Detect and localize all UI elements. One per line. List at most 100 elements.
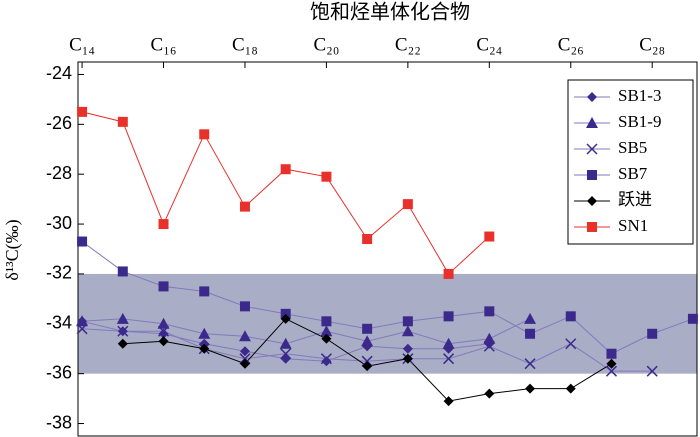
marker: [443, 353, 455, 365]
marker: [402, 353, 413, 364]
marker: [484, 231, 495, 242]
marker: [361, 335, 374, 347]
marker: [606, 348, 617, 359]
marker: [525, 383, 536, 394]
series-line: [82, 318, 531, 345]
marker: [77, 106, 88, 117]
marker: [117, 325, 129, 337]
marker: [117, 338, 128, 349]
marker: [199, 129, 210, 140]
legend-label: 跃进: [618, 190, 652, 209]
marker: [280, 164, 291, 175]
marker: [402, 199, 413, 210]
series-line: [81, 241, 694, 355]
y-axis-label: δ¹³C(‰): [2, 219, 23, 280]
marker: [239, 346, 250, 357]
x-tick-label: C₂₄: [476, 34, 502, 55]
legend-marker: [587, 222, 597, 232]
y-tick-label: -30: [46, 213, 72, 233]
marker: [402, 343, 413, 354]
marker: [76, 323, 88, 335]
series-line: [81, 111, 490, 275]
x-tick-label: C₁₈: [232, 34, 258, 55]
legend-label: SB1-9: [618, 112, 661, 131]
marker: [524, 312, 537, 324]
marker: [443, 396, 454, 407]
marker: [565, 311, 576, 322]
marker: [606, 358, 617, 369]
x-tick-label: C₁₄: [69, 34, 95, 55]
legend-label: SB5: [618, 138, 647, 157]
x-tick-label: C₂₈: [639, 34, 665, 55]
plot-frame: [77, 61, 698, 437]
marker: [157, 317, 170, 329]
marker: [484, 388, 495, 399]
marker: [239, 301, 250, 312]
marker: [647, 328, 658, 339]
y-tick-label: -32: [46, 263, 72, 283]
y-tick-label: -36: [46, 362, 72, 382]
marker: [239, 358, 250, 369]
marker: [76, 315, 89, 327]
legend-label: SB7: [618, 164, 648, 183]
x-tick-label: C₂₀: [313, 34, 339, 55]
marker: [320, 353, 332, 365]
marker: [402, 316, 413, 327]
legend-label: SB1-3: [618, 86, 661, 105]
marker: [117, 116, 128, 127]
marker: [565, 338, 577, 350]
marker: [443, 268, 454, 279]
legend-marker: [586, 117, 598, 128]
marker: [525, 328, 536, 339]
marker: [158, 328, 169, 339]
y-tick-label: -26: [46, 113, 72, 133]
legend-marker: [587, 92, 597, 102]
marker: [565, 383, 576, 394]
x-tick-label: C₁₆: [151, 34, 177, 55]
marker: [280, 348, 292, 360]
marker: [199, 343, 210, 354]
marker: [239, 201, 250, 212]
y-tick-label: -34: [46, 313, 72, 333]
marker: [483, 332, 496, 344]
marker: [320, 325, 333, 337]
marker: [483, 340, 495, 352]
marker: [443, 311, 454, 322]
x-tick-label: C₂₆: [558, 34, 584, 55]
marker: [198, 327, 211, 339]
marker: [116, 312, 129, 324]
marker: [401, 325, 414, 337]
marker: [238, 330, 251, 342]
marker: [362, 323, 373, 334]
y-tick-label: -38: [46, 412, 72, 432]
marker: [321, 171, 332, 182]
marker: [605, 365, 618, 377]
marker: [321, 356, 332, 367]
marker: [157, 325, 170, 337]
legend-marker: [587, 170, 597, 180]
marker: [117, 266, 128, 277]
marker: [158, 336, 169, 347]
x-tick-label: C₂₂: [395, 34, 421, 55]
marker: [158, 281, 169, 292]
y-tick-label: -28: [46, 163, 72, 183]
marker: [362, 234, 373, 245]
legend-marker: [587, 196, 597, 206]
shaded-band: [78, 273, 697, 374]
marker: [484, 306, 495, 317]
marker: [279, 337, 292, 349]
legend-box: [567, 79, 694, 245]
marker: [646, 365, 658, 377]
chart-title: 饱和烃单体化合物: [310, 1, 470, 24]
marker: [321, 333, 332, 344]
marker: [199, 286, 210, 297]
legend-label: SN1: [618, 216, 648, 235]
marker: [321, 316, 332, 327]
marker: [687, 313, 698, 324]
marker: [280, 313, 291, 324]
y-tick-label: -24: [46, 63, 72, 83]
marker: [362, 361, 373, 372]
marker: [77, 236, 88, 247]
legend-marker: [586, 143, 598, 155]
